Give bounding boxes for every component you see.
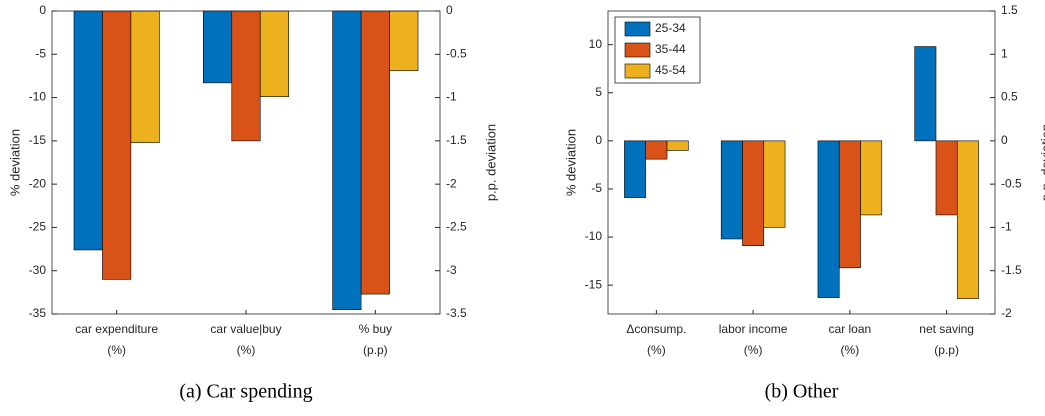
bar <box>935 140 958 216</box>
x-tick-label: car expenditure <box>75 322 158 336</box>
legend-label: 25-34 <box>655 21 686 35</box>
x-tick-sublabel: (%) <box>647 343 666 357</box>
legend-label: 45-54 <box>655 63 686 77</box>
y2-tick-label: -0.5 <box>1001 176 1022 190</box>
y-tick-label: -15 <box>585 277 603 291</box>
legend-swatch <box>624 42 651 58</box>
x-tick-label: % buy <box>359 322 392 336</box>
x-tick-label: car value|buy <box>210 322 281 336</box>
bar <box>389 10 419 72</box>
y-axis-label: % deviation <box>7 129 22 196</box>
x-tick-sublabel: (%) <box>237 343 256 357</box>
x-tick-sublabel: (%) <box>107 343 126 357</box>
y-tick-label: -5 <box>35 46 46 60</box>
x-tick-sublabel: (%) <box>841 343 860 357</box>
bar <box>203 10 233 84</box>
bar <box>645 140 668 160</box>
y2-tick-label: -3.5 <box>446 306 467 320</box>
y-axis-label: % deviation <box>563 129 578 196</box>
plot-frame <box>51 10 441 315</box>
bar <box>102 10 132 280</box>
bar <box>956 140 979 299</box>
x-tick-sublabel: (%) <box>744 343 763 357</box>
bar <box>742 140 765 247</box>
bar <box>231 10 261 142</box>
x-tick-label: Δconsump. <box>626 322 686 336</box>
x-tick-sublabel: (p.p) <box>363 343 388 357</box>
y2-tick-label: 1.5 <box>1001 3 1018 17</box>
bar <box>838 140 861 269</box>
y2-tick-label: -3 <box>446 263 457 277</box>
y-tick-label: -20 <box>29 176 47 190</box>
x-tick-sublabel: (p.p) <box>934 343 959 357</box>
y-tick-label: 10 <box>589 37 603 51</box>
caption: (b) Other <box>765 381 839 403</box>
bar <box>360 10 390 295</box>
bar <box>259 10 289 98</box>
y2-tick-label: -1.5 <box>446 133 467 147</box>
bar <box>624 140 647 198</box>
y-tick-label: -30 <box>29 263 47 277</box>
y2-tick-label: 0 <box>1001 133 1008 147</box>
y-tick-label: 0 <box>39 3 46 17</box>
bar <box>914 46 937 142</box>
plot-frame <box>607 10 996 315</box>
x-tick-label: car loan <box>829 322 872 336</box>
y-tick-label: 0 <box>595 133 602 147</box>
y2-axis-label: p.p. deviation <box>483 124 498 201</box>
caption: (a) Car spending <box>179 381 312 403</box>
y2-tick-label: -2 <box>446 176 457 190</box>
y2-tick-label: 1 <box>1001 46 1008 60</box>
y-tick-label: -25 <box>29 220 47 234</box>
y2-tick-label: 0 <box>446 3 453 17</box>
bar <box>720 140 743 240</box>
bar <box>130 10 160 143</box>
y-tick-label: 5 <box>595 85 602 99</box>
legend-label: 35-44 <box>655 42 686 56</box>
x-tick-label: labor income <box>719 322 788 336</box>
y2-tick-label: -1 <box>1001 220 1012 234</box>
y2-tick-label: -1 <box>446 90 457 104</box>
bar <box>763 140 786 228</box>
bar <box>332 10 362 310</box>
legend-swatch <box>624 63 651 79</box>
y2-tick-label: -2 <box>1001 306 1012 320</box>
y2-tick-label: -1.5 <box>1001 263 1022 277</box>
y2-tick-label: -2.5 <box>446 220 467 234</box>
y2-tick-label: -0.5 <box>446 46 467 60</box>
y-tick-label: -15 <box>29 133 47 147</box>
y-tick-label: -35 <box>29 306 47 320</box>
bar <box>73 10 103 251</box>
y-tick-label: -10 <box>29 90 47 104</box>
bar <box>817 140 840 298</box>
legend-swatch <box>624 21 651 37</box>
x-tick-label: net saving <box>919 322 974 336</box>
y2-tick-label: 0.5 <box>1001 90 1018 104</box>
y-tick-label: -10 <box>585 229 603 243</box>
bar <box>666 140 689 151</box>
y-tick-label: -5 <box>591 181 602 195</box>
y2-axis-label: p.p. deviation <box>1038 124 1045 201</box>
bar <box>860 140 883 216</box>
